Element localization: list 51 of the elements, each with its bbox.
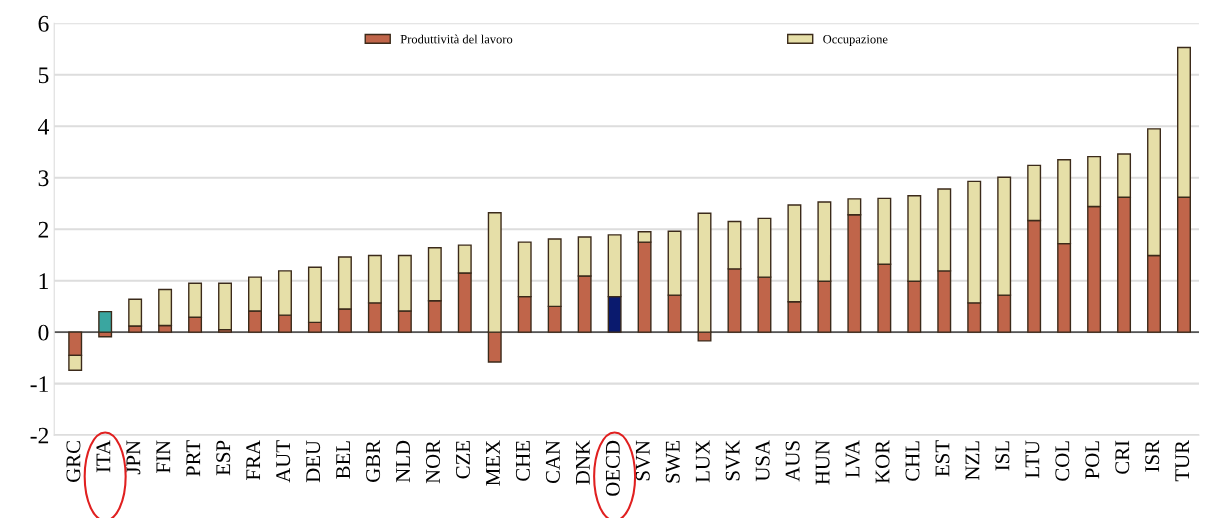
x-tick-label: NOR [426,440,441,484]
x-tick-label: USA [755,440,770,482]
x-tick-label: DNK [576,440,590,485]
x-tick-label: ITA [96,440,111,473]
x-tick-label: GBR [366,440,381,482]
x-tick-label: MEX [486,440,500,486]
x-tick-label: ISL [995,441,1010,471]
y-tick-label: -1 [30,376,48,392]
y-tick-label: 2 [38,221,49,238]
x-tick-label: EST [935,440,950,477]
x-tick-label: CRI [1115,440,1130,474]
x-tick-label: LTU [1025,440,1040,478]
x-tick-label: ESP [216,440,231,476]
x-tick-label: POL [1085,441,1100,479]
x-tick-label: SVK [725,440,740,481]
x-tick-label: LUX [695,440,710,483]
x-tick-label: CAN [545,440,560,484]
x-tick-label: DEU [306,440,321,483]
x-tick-label: PRT [186,440,201,477]
y-tick-label: 1 [39,273,48,289]
x-tick-label: HUN [815,440,830,485]
x-tick-label: ISR [1145,440,1160,472]
x-tick-label: COL [1055,441,1070,481]
x-tick-label: AUT [276,440,291,483]
x-tick-label: AUS [785,441,800,482]
y-tick-label: 6 [38,15,49,32]
x-tick-label: LVA [845,440,860,478]
bar [98,310,113,333]
x-tick-label: NLD [396,440,410,483]
legend-label: Occupazione [823,35,888,46]
y-tick-label: 5 [38,67,49,84]
x-tick-label: CHE [515,441,530,481]
bar [218,282,233,331]
y-tick-label: 0 [38,324,49,341]
x-tick-label: FRA [246,440,261,480]
x-tick-label: GRC [66,441,81,482]
x-tick-label: SVN [635,440,650,481]
x-tick-label: CZE [455,441,470,479]
y-tick-label: 3 [38,170,49,187]
x-tick-label: TUR [1175,440,1190,482]
x-tick-label: FIN [156,440,171,473]
x-tick-label: SWE [665,441,680,483]
x-tick-label: OECD [605,440,620,496]
y-tick-label: -2 [30,427,49,444]
x-tick-label: JPN [126,440,141,475]
x-tick-label: CHL [905,441,920,481]
x-tick-label: BEL [336,441,350,479]
legend-label: Produttività del lavoro [400,34,513,44]
x-tick-label: NZL [965,441,980,480]
x-tick-label: KOR [875,440,890,484]
y-tick-label: 4 [38,118,49,135]
